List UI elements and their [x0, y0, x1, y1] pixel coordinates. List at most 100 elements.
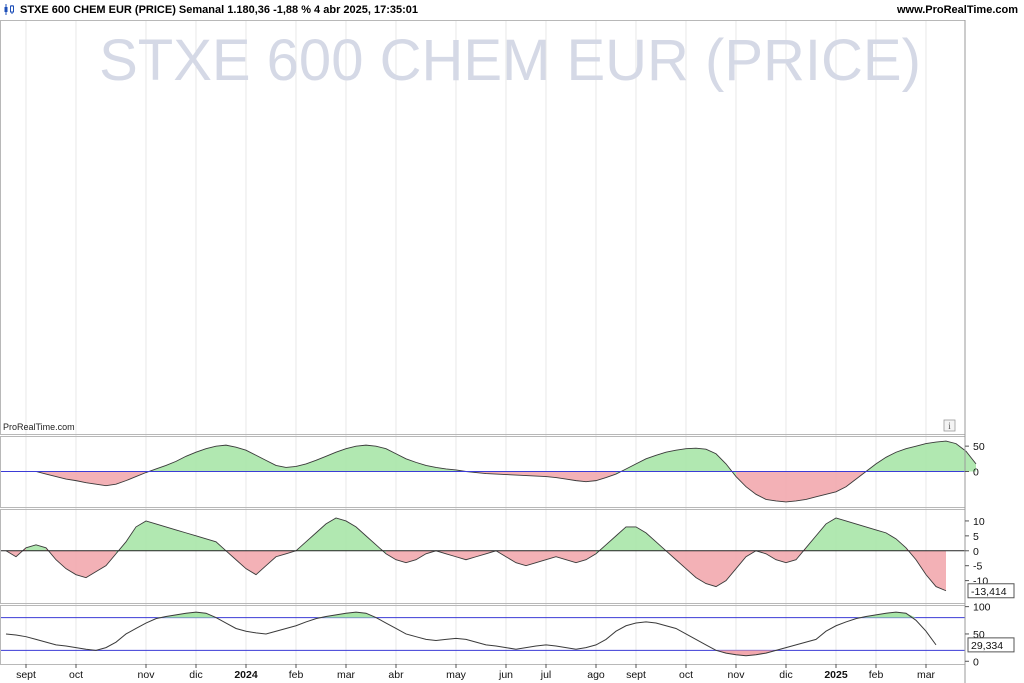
- oscillator-1-fill: [666, 450, 676, 472]
- x-tick-label: ago: [587, 669, 605, 681]
- oscillator-1-fill: [746, 471, 756, 495]
- x-tick-label: mar: [917, 669, 936, 681]
- oscillator-1-fill: [406, 458, 416, 472]
- oscillator-2-last-box: [967, 583, 1015, 599]
- info-icon[interactable]: i: [943, 419, 956, 432]
- oscillator-2-axis-tick-label: 0: [973, 546, 979, 558]
- oscillator-2-fill: [716, 550, 726, 587]
- oscillator-2-fill: [636, 526, 646, 551]
- oscillator-3-overbought: [346, 612, 356, 618]
- x-tick-label: 2025: [824, 669, 848, 681]
- oscillator-2-fill: [166, 526, 176, 551]
- oscillator-2-fill: [766, 550, 776, 560]
- oscillator-2-fill: [236, 550, 246, 569]
- credit-label: ProRealTime.com: [3, 422, 75, 432]
- price-labels: 1.268,891.253,761.246,531.233,371.208,36…: [967, 583, 1015, 653]
- oscillator-2-fill: [606, 535, 616, 551]
- candlestick-icon: [4, 4, 14, 15]
- oscillator-2-fill: [876, 529, 886, 551]
- oscillator-1-fill: [656, 452, 666, 472]
- oscillator-2-axis-tick-label: 5: [973, 531, 979, 543]
- oscillator-2-fill: [586, 550, 596, 560]
- oscillator-2-fill: [106, 550, 116, 566]
- oscillator-2-fill: [866, 526, 876, 551]
- oscillator-2-fill: [36, 544, 46, 551]
- oscillator-2-fill: [256, 550, 266, 575]
- oscillator-3-overbought: [896, 612, 906, 618]
- oscillator-2-fill: [446, 550, 456, 557]
- oscillator-2-fill: [146, 520, 156, 551]
- oscillator-3-oversold: [736, 650, 746, 656]
- oscillator-1-axis-tick-label: 0: [973, 467, 979, 479]
- oscillator-1-fill: [606, 471, 616, 478]
- oscillator-1-fill: [766, 471, 776, 501]
- oscillator-2-fill: [616, 526, 626, 551]
- oscillator-2-fill: [676, 550, 686, 569]
- x-tick-label: sept: [16, 669, 36, 681]
- oscillator-1-fill: [946, 441, 956, 472]
- oscillator-1-fill: [336, 448, 346, 472]
- oscillator-1-fill: [646, 455, 656, 472]
- x-tick-label: may: [446, 669, 467, 681]
- oscillator-2-fill: [806, 535, 816, 551]
- oscillator-1-fill: [106, 471, 116, 486]
- x-tick-label: dic: [779, 669, 792, 681]
- x-tick-label: sept: [626, 669, 646, 681]
- oscillator-1-fill: [816, 471, 826, 497]
- oscillator-1-fill: [226, 445, 236, 472]
- x-tick-label: nov: [138, 669, 156, 681]
- site-link[interactable]: www.ProRealTime.com: [896, 4, 1018, 16]
- oscillator-1-fill: [526, 471, 536, 477]
- oscillator-1-fill: [786, 471, 796, 502]
- oscillator-2-fill: [566, 550, 576, 563]
- oscillator-2-fill: [736, 550, 746, 569]
- oscillator-1-fill: [536, 471, 546, 477]
- oscillator-2-fill: [536, 550, 546, 563]
- oscillator-1-line: [6, 440, 977, 503]
- oscillator-1-fill: [86, 471, 96, 485]
- oscillator-2-fill: [366, 535, 376, 551]
- oscillator-3-overbought: [906, 613, 916, 618]
- oscillator-2-fill: [396, 550, 406, 563]
- oscillator-1-fill: [926, 442, 936, 472]
- oscillator-1-axis-tick-label: 50: [973, 441, 985, 453]
- oscillator-2-fill: [846, 520, 856, 551]
- oscillator-2-fill: [896, 538, 906, 551]
- oscillator-1-fill: [156, 465, 166, 472]
- oscillator-2-fill: [326, 517, 336, 551]
- oscillator-1-fill: [836, 471, 846, 492]
- x-tick-label: oct: [69, 669, 83, 681]
- oscillator-2-fill: [776, 550, 786, 563]
- oscillator-1-fill: [206, 446, 216, 472]
- oscillator-1-fill: [916, 443, 926, 472]
- oscillator-1-fill: [706, 449, 716, 472]
- oscillator-2-fill: [826, 517, 836, 551]
- oscillator-3-overbought: [886, 612, 896, 618]
- oscillator-1-fill: [76, 471, 86, 483]
- oscillator-2-fill: [76, 550, 86, 578]
- oscillator-2-fill: [476, 550, 486, 557]
- oscillator-1-fill: [826, 471, 836, 495]
- oscillator-1-fill: [716, 453, 726, 472]
- oscillator-1-fill: [366, 445, 376, 472]
- oscillator-3-overbought: [336, 613, 346, 618]
- oscillator-2-fill: [346, 520, 356, 551]
- oscillator-2-fill: [526, 550, 536, 566]
- x-tick-label: mar: [337, 669, 356, 681]
- x-tick-label: feb: [869, 669, 884, 681]
- oscillator-2-fill: [646, 532, 656, 551]
- oscillator-2-fill: [26, 544, 36, 551]
- oscillator-1-fill: [896, 448, 906, 472]
- oscillator-1-fill: [576, 471, 586, 482]
- oscillator-1-fill: [376, 446, 386, 472]
- oscillator-1-fill: [906, 446, 916, 472]
- oscillator-1-fill: [96, 471, 106, 486]
- oscillator-2-fill: [836, 517, 846, 551]
- oscillator-1-fill: [66, 471, 76, 481]
- oscillator-2-fill: [246, 550, 256, 575]
- oscillator-1-fill: [266, 460, 276, 472]
- oscillator-1-fill: [426, 465, 436, 472]
- oscillator-2-fill: [856, 523, 866, 551]
- oscillator-1-fill: [796, 471, 806, 501]
- oscillator-2-fill: [276, 550, 286, 557]
